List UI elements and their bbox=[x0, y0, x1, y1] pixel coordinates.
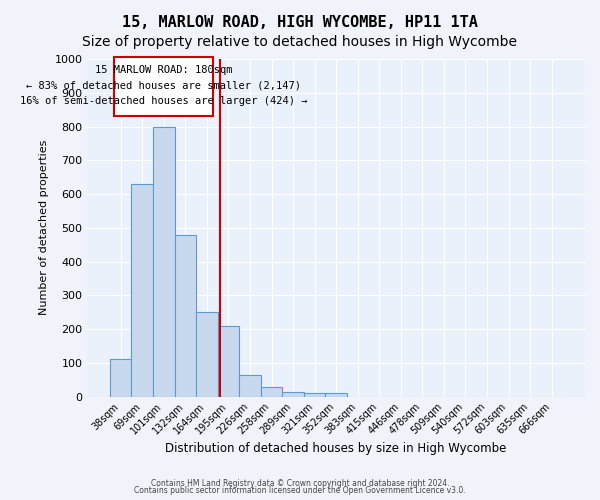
X-axis label: Distribution of detached houses by size in High Wycombe: Distribution of detached houses by size … bbox=[166, 442, 507, 455]
Bar bbox=[261, 387, 282, 396]
Text: Contains public sector information licensed under the Open Government Licence v3: Contains public sector information licen… bbox=[134, 486, 466, 495]
Bar bbox=[196, 312, 218, 396]
Bar bbox=[175, 234, 196, 396]
Bar bbox=[304, 393, 325, 396]
Bar bbox=[153, 126, 175, 396]
Bar bbox=[131, 184, 153, 396]
Text: Contains HM Land Registry data © Crown copyright and database right 2024.: Contains HM Land Registry data © Crown c… bbox=[151, 478, 449, 488]
Bar bbox=[110, 360, 131, 397]
Text: 15 MARLOW ROAD: 180sqm
← 83% of detached houses are smaller (2,147)
16% of semi-: 15 MARLOW ROAD: 180sqm ← 83% of detached… bbox=[20, 64, 308, 106]
Bar bbox=[239, 374, 261, 396]
Bar bbox=[282, 392, 304, 396]
Y-axis label: Number of detached properties: Number of detached properties bbox=[39, 140, 49, 316]
FancyBboxPatch shape bbox=[114, 58, 214, 116]
Bar bbox=[218, 326, 239, 396]
Text: 15, MARLOW ROAD, HIGH WYCOMBE, HP11 1TA: 15, MARLOW ROAD, HIGH WYCOMBE, HP11 1TA bbox=[122, 15, 478, 30]
Text: Size of property relative to detached houses in High Wycombe: Size of property relative to detached ho… bbox=[83, 35, 517, 49]
Bar bbox=[325, 393, 347, 396]
